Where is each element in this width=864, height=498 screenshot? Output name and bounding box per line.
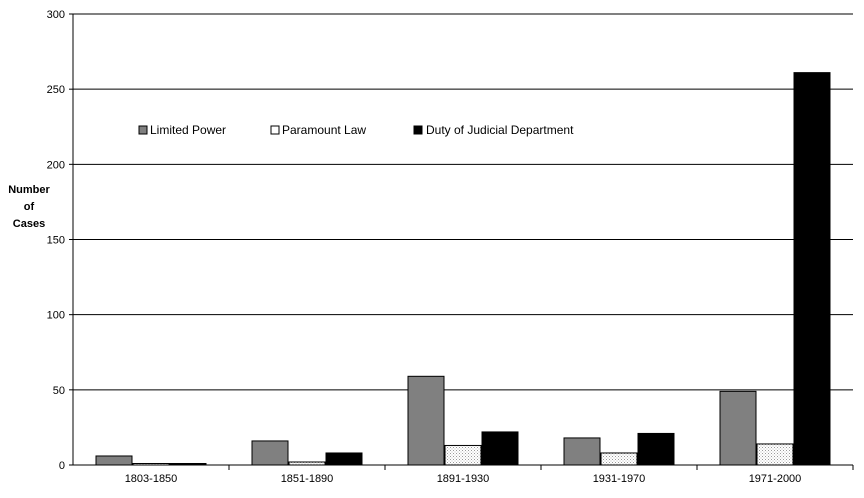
x-tick-label-1931-1970: 1931-1970 [593, 473, 646, 485]
y-tick-label-200: 200 [47, 159, 65, 171]
bar-duty-of-judicial-department-1931-1970 [637, 432, 675, 466]
bar-limited-power-1851-1890 [251, 440, 289, 466]
bar-paramount-law-1803-1850 [132, 462, 170, 466]
legend: Limited Power Paramount Law Duty of Judi… [138, 123, 574, 137]
bar-duty-of-judicial-department-1891-1930 [481, 431, 519, 466]
bar-paramount-law-1971-2000 [756, 443, 794, 466]
legend-item-limited-power: Limited Power [138, 123, 226, 137]
legend-label-duty-of-judicial-department: Duty of Judicial Department [426, 123, 574, 137]
y-axis-label-line-1: Number [8, 184, 50, 196]
x-tick-labels: 1803-1850 1851-1890 1891-1930 1931-1970 1971… [125, 473, 802, 485]
y-tick-label-100: 100 [47, 310, 65, 322]
x-tick-label-1851-1890: 1851-1890 [281, 473, 334, 485]
bar-paramount-law-1851-1890 [288, 461, 326, 466]
bar-limited-power-1971-2000 [719, 390, 757, 466]
y-tick-label-50: 50 [53, 385, 65, 397]
bar-paramount-law-1891-1930 [444, 444, 482, 466]
bar-duty-of-judicial-department-1851-1890 [325, 452, 363, 466]
y-axis-label: Number of Cases [8, 184, 50, 230]
y-tick-label-300: 300 [47, 9, 65, 21]
x-tick-label-1971-2000: 1971-2000 [749, 473, 802, 485]
legend-label-limited-power: Limited Power [150, 123, 226, 137]
legend-item-paramount-law: Paramount Law [270, 123, 366, 137]
x-tick-label-1803-1850: 1803-1850 [125, 473, 178, 485]
legend-swatch-limited-power [138, 125, 148, 135]
legend-swatch-paramount-law [270, 125, 280, 135]
x-tick-label-1891-1930: 1891-1930 [437, 473, 490, 485]
bar-limited-power-1803-1850 [95, 455, 133, 466]
legend-item-duty-of-judicial-department: Duty of Judicial Department [413, 123, 574, 137]
y-tick-label-150: 150 [47, 235, 65, 247]
gridlines [73, 13, 853, 391]
legend-label-paramount-law: Paramount Law [282, 123, 366, 137]
bar-paramount-law-1931-1970 [600, 452, 638, 466]
bars [95, 72, 831, 466]
y-tick-label-0: 0 [59, 460, 65, 472]
legend-swatch-duty-of-judicial-department [413, 125, 423, 135]
y-tick-label-250: 250 [47, 84, 65, 96]
bar-duty-of-judicial-department-1971-2000 [793, 72, 831, 466]
bar-limited-power-1891-1930 [407, 375, 445, 466]
y-tick-labels: 0 50 100 150 200 250 300 [47, 9, 65, 472]
y-axis-label-line-2: of [24, 201, 35, 213]
bar-limited-power-1931-1970 [563, 437, 601, 466]
bar-duty-of-judicial-department-1803-1850 [169, 462, 207, 466]
y-axis-label-line-3: Cases [13, 218, 45, 230]
